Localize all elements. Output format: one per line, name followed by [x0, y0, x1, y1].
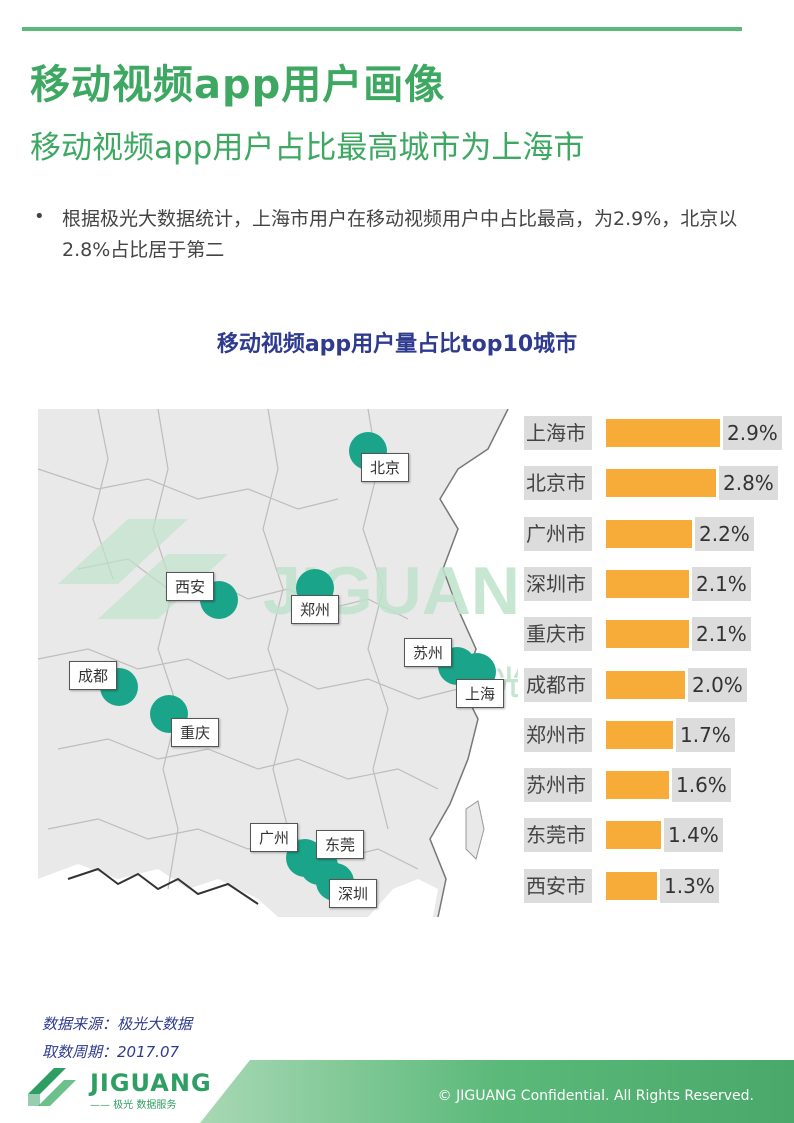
bar [606, 469, 716, 498]
footer-logo-subtitle: —— 极光 数据服务 [90, 1100, 177, 1111]
bar-category-label: 西安市 [524, 868, 592, 903]
bullet-icon: • [34, 206, 45, 227]
bar-category-label: 深圳市 [524, 566, 592, 601]
bar [606, 569, 689, 598]
bar-category-label: 苏州市 [524, 768, 592, 803]
city-label-chengdu: 成都 [69, 661, 118, 690]
bar-category-label: 广州市 [524, 516, 592, 551]
bar [606, 720, 673, 749]
bar-category-label: 成都市 [524, 667, 592, 702]
bar [606, 419, 720, 447]
bar-row: 上海市 2.9% [524, 416, 794, 450]
bar-row: 郑州市 1.7% [524, 717, 794, 752]
bar-category-label: 北京市 [524, 466, 592, 501]
summary-text: 根据极光大数据统计，上海市用户在移动视频用户中占比最高，为2.9%，北京以2.8… [62, 208, 738, 261]
bar-value-label: 1.6% [672, 768, 731, 803]
bar-category-label: 东莞市 [524, 818, 592, 853]
bar-category-label: 重庆市 [524, 617, 592, 652]
bar [606, 519, 692, 548]
bar [606, 771, 669, 800]
bar-value-label: 1.7% [676, 717, 735, 752]
bar-row: 苏州市 1.6% [524, 768, 794, 803]
bar-category-label: 上海市 [524, 416, 592, 450]
city-label-shenzhen: 深圳 [329, 879, 378, 908]
bar-value-label: 2.2% [695, 516, 754, 551]
city-label-dongguan: 东莞 [316, 830, 365, 859]
bar-row: 广州市 2.2% [524, 516, 794, 551]
top-divider [22, 27, 742, 31]
bar [606, 871, 657, 900]
bar-row: 东莞市 1.4% [524, 818, 794, 853]
footer-logo-text: JIGUANG [90, 1069, 212, 1097]
bar-row: 重庆市 2.1% [524, 617, 794, 652]
city-label-xian: 西安 [166, 572, 215, 601]
period-line: 取数周期：2017.07 [42, 1043, 180, 1061]
bar-value-label: 1.4% [664, 818, 723, 853]
bar-value-label: 2.1% [692, 617, 751, 652]
city-label-guangzhou: 广州 [250, 823, 299, 852]
bar-row: 成都市 2.0% [524, 667, 794, 702]
bar-row: 深圳市 2.1% [524, 566, 794, 601]
bar-value-label: 2.0% [688, 667, 747, 702]
bar-value-label: 1.3% [660, 868, 719, 903]
city-label-shanghai: 上海 [456, 679, 505, 708]
bar-row: 西安市 1.3% [524, 868, 794, 903]
source-line: 数据来源：极光大数据 [42, 1015, 193, 1033]
city-label-chongqing: 重庆 [171, 718, 220, 747]
city-label-zhengzhou: 郑州 [291, 595, 340, 624]
bar [606, 620, 689, 649]
bar [606, 821, 661, 850]
chart-title: 移动视频app用户量占比top10城市 [216, 332, 578, 357]
bar-value-label: 2.8% [719, 466, 778, 501]
page-title: 移动视频app用户画像 [30, 62, 446, 108]
bar-value-label: 2.1% [692, 566, 751, 601]
bar-category-label: 郑州市 [524, 717, 592, 752]
data-source: 数据来源：极光大数据 取数周期：2017.07 [42, 1010, 192, 1066]
bar-row: 北京市 2.8% [524, 466, 794, 501]
footer-band [200, 1060, 794, 1123]
city-label-beijing: 北京 [361, 453, 410, 482]
page-subtitle: 移动视频app用户占比最高城市为上海市 [30, 130, 585, 166]
bar-value-label: 2.9% [723, 416, 782, 450]
copyright-text: © JIGUANG Confidential. All Rights Reser… [437, 1088, 754, 1104]
china-map: JIGUANG 光 数据服 北京 西安 郑州 成都 重庆 苏州 上海 广州 东莞… [38, 409, 518, 917]
city-label-suzhou: 苏州 [404, 638, 453, 667]
jiguang-logo-icon [28, 1068, 76, 1106]
bar [606, 670, 685, 699]
